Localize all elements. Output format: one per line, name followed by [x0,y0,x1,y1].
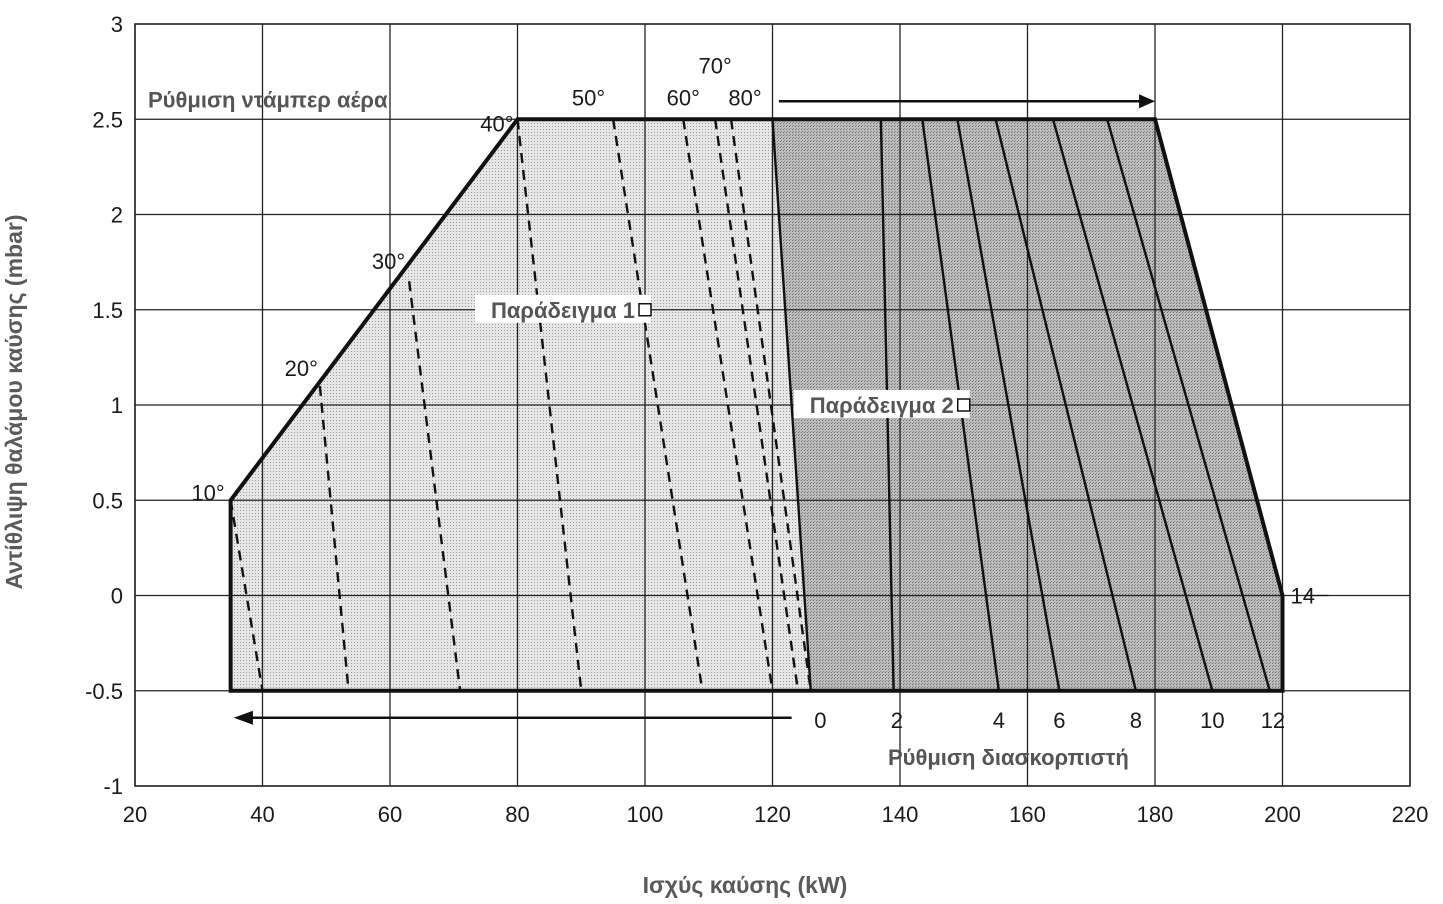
diffuser-tick-label-4: 8 [1130,708,1142,733]
y-tick-label-0: 3 [111,12,123,37]
x-tick-label-1: 40 [250,802,274,827]
air-damper-label-7: 80° [728,85,761,110]
air-damper-label-5: 60° [667,85,700,110]
example-label-bg-1 [475,294,651,323]
air-damper-title: Ρύθμιση ντάμπερ αέρα [148,87,388,112]
air-damper-line-4 [611,119,704,691]
x-tick-label-6: 140 [882,802,919,827]
y-tick-label-1: 2.5 [92,107,123,132]
x-tick-label-5: 120 [754,802,791,827]
plot-frame [134,23,1411,787]
diffuser-line-6 [1106,118,1271,692]
x-tick-label-4: 100 [627,802,664,827]
diffuser-tick-label-6: 12 [1261,708,1285,733]
example-label-2: Παράδειγμα 2 [810,393,954,418]
air-damper-label-4: 50° [572,85,605,110]
diffuser-line-3 [956,119,1061,691]
air-damper-label-1: 20° [285,356,318,381]
y-tick-label-3: 1.5 [92,298,123,323]
y-tick-label-6: 0 [111,584,123,609]
operating-range-outline [228,117,1285,693]
diffuser-tick-label-5: 10 [1200,708,1224,733]
setting-lines [228,117,1285,693]
diffuser-tick-label-1: 2 [891,708,903,733]
air-damper-line-1 [318,385,350,691]
x-tick-label-10: 220 [1392,802,1429,827]
example-label-bg-2 [793,390,970,418]
diffuser-tick-label-0: 0 [814,708,826,733]
air-damper-label-0: 10° [191,480,224,505]
diffuser-line-4 [994,118,1138,692]
air-damper-line-0 [229,500,264,691]
diffuser-arrowhead [233,710,253,725]
y-axis-label: Αντίθλιψη θαλάμου καύσης (mbar) [1,215,27,590]
air-damper-arrowhead [1139,94,1155,109]
x-tick-label-2: 60 [378,802,402,827]
x-tick-label-3: 80 [505,802,529,827]
diffuser-line-0 [771,119,812,691]
annotations: 10° 20° 30° 40° 50° 60° 70° 80° Ρύθμιση ντάμπερ … [148,53,1329,770]
x-tick-label-8: 180 [1137,802,1174,827]
air-damper-label-3: 40° [480,111,513,136]
air-damper-line-5 [682,119,774,691]
x-tick-label-0: 20 [123,802,147,827]
x-tick-label-7: 160 [1009,802,1046,827]
y-tick-label-7: -0.5 [85,679,123,704]
example-marker-2 [957,398,971,412]
axis-ticks: 20 40 60 80 100 120 140 160 180 200 22032.521.510.… [85,12,1428,827]
y-tick-label-5: 0.5 [92,488,123,513]
x-tick-label-9: 200 [1264,802,1301,827]
x-axis-label: Ισχύς καύσης (kW) [643,872,848,898]
example-marker-1 [638,303,652,317]
y-tick-label-2: 2 [111,203,123,228]
diffuser-tick-label-3: 6 [1053,708,1065,733]
air-damper-line-3 [516,119,583,691]
diffuser-title: Ρύθμιση διασκορπιστή [888,745,1129,770]
air-damper-line-2 [407,281,462,691]
y-tick-label-4: 1 [111,393,123,418]
diffuser-line-5 [1051,118,1214,692]
diffuser-tick-label-2: 4 [993,708,1005,733]
air-damper-label-6: 70° [698,53,731,78]
y-tick-label-8: -1 [103,774,123,799]
example-label-1: Παράδειγμα 1 [491,298,635,323]
air-damper-label-2: 30° [372,249,405,274]
air-damper-line-6 [713,119,800,691]
air-damper-line-7 [729,119,812,691]
